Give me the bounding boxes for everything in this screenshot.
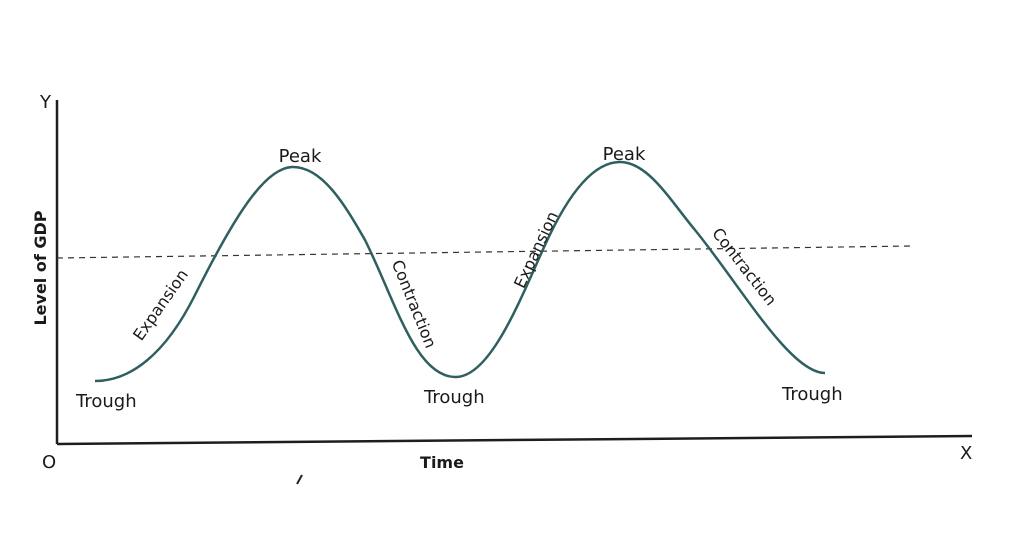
trough-label-1: Trough [75, 391, 137, 412]
contraction-label-1: Contraction [388, 257, 441, 351]
origin-label: O [42, 452, 56, 473]
peak-label-2: Peak [603, 144, 646, 165]
expansion-label-2: Expansion [510, 208, 562, 291]
stray-mark [296, 474, 303, 485]
peak-label-1: Peak [279, 146, 322, 167]
trough-label-2: Trough [423, 387, 485, 408]
trough-label-3: Trough [781, 384, 843, 405]
x-axis [56, 434, 973, 446]
x-axis-title: Time [420, 453, 464, 472]
y-axis-title: Level of GDP [31, 210, 50, 325]
y-axis-letter: Y [39, 92, 52, 113]
expansion-label-1: Expansion [129, 266, 192, 344]
business-cycle-curve [94, 160, 826, 383]
x-axis-letter: X [960, 443, 972, 464]
trend-line [56, 245, 913, 259]
